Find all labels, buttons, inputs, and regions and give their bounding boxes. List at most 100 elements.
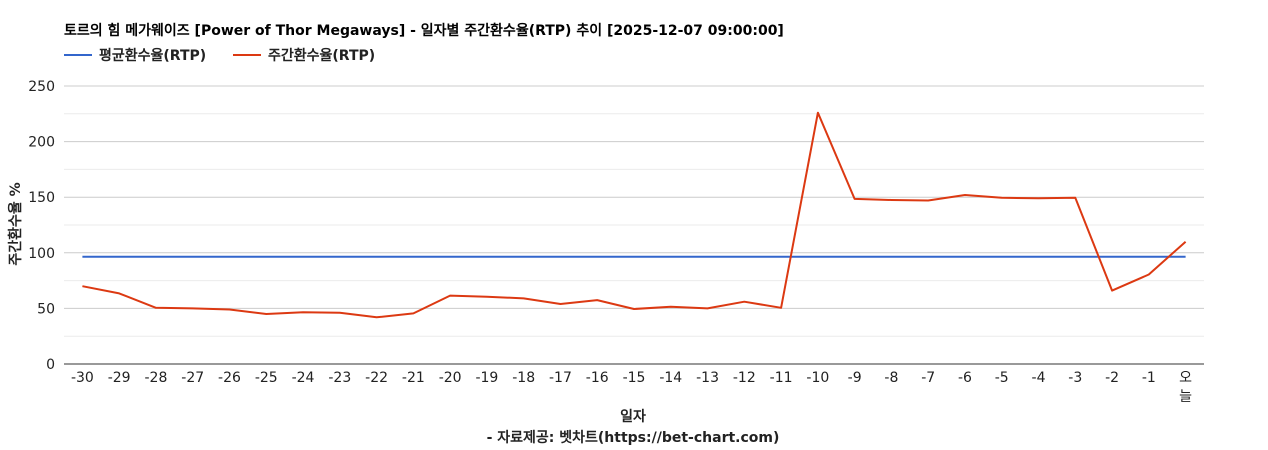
data-point-average[interactable] [190, 254, 196, 260]
data-point-average[interactable] [815, 254, 821, 260]
data-point-average[interactable] [79, 254, 85, 260]
data-point-average[interactable] [1109, 254, 1115, 260]
data-point-average[interactable] [226, 254, 232, 260]
data-point-weekly[interactable] [999, 195, 1005, 201]
x-tick-label: -16 [586, 370, 609, 386]
data-point-weekly[interactable] [962, 192, 968, 198]
data-point-weekly[interactable] [79, 283, 85, 289]
data-point-weekly[interactable] [300, 309, 306, 315]
data-point-average[interactable] [484, 254, 490, 260]
legend-label-weekly: 주간환수율(RTP) [268, 47, 375, 64]
data-point-weekly[interactable] [594, 297, 600, 303]
y-tick-label: 150 [28, 190, 55, 206]
data-point-average[interactable] [668, 254, 674, 260]
data-point-average[interactable] [741, 254, 747, 260]
x-tick-label: -6 [958, 370, 972, 386]
data-point-weekly[interactable] [447, 293, 453, 299]
data-point-weekly[interactable] [1072, 195, 1078, 201]
data-point-average[interactable] [852, 254, 858, 260]
chart-title: 토르의 힘 메가웨이즈 [Power of Thor Megaways] - 일… [64, 22, 784, 39]
data-point-average[interactable] [337, 254, 343, 260]
data-point-weekly[interactable] [484, 294, 490, 300]
data-point-weekly[interactable] [337, 310, 343, 316]
data-point-weekly[interactable] [815, 110, 821, 116]
data-point-average[interactable] [594, 254, 600, 260]
data-point-weekly[interactable] [557, 301, 563, 307]
data-point-weekly[interactable] [631, 306, 637, 312]
data-point-weekly[interactable] [410, 310, 416, 316]
data-point-weekly[interactable] [668, 304, 674, 310]
data-point-average[interactable] [1072, 254, 1078, 260]
data-point-weekly[interactable] [1146, 271, 1152, 277]
x-axis-title: 일자 [620, 409, 646, 425]
data-point-average[interactable] [631, 254, 637, 260]
x-tick-label: -24 [292, 370, 315, 386]
data-point-average[interactable] [447, 254, 453, 260]
y-axis-ticks: 0 50 100 150 200 250 [28, 79, 55, 373]
x-tick-label: -17 [549, 370, 572, 386]
data-point-average[interactable] [374, 254, 380, 260]
data-point-average[interactable] [1146, 254, 1152, 260]
x-tick-label: -10 [806, 370, 829, 386]
x-tick-label: -13 [696, 370, 719, 386]
legend[interactable]: 평균환수율(RTP) 주간환수율(RTP) [64, 47, 375, 64]
x-tick-label: -2 [1105, 370, 1119, 386]
data-point-weekly[interactable] [1036, 195, 1042, 201]
legend-label-average: 평균환수율(RTP) [99, 47, 206, 64]
data-point-average[interactable] [888, 254, 894, 260]
data-point-average[interactable] [962, 254, 968, 260]
data-point-weekly[interactable] [1109, 288, 1115, 294]
series-lines [79, 110, 1189, 320]
data-point-weekly[interactable] [705, 305, 711, 311]
x-tick-label: -14 [659, 370, 682, 386]
legend-item-average[interactable]: 평균환수율(RTP) [64, 47, 206, 64]
x-tick-label: -26 [218, 370, 241, 386]
legend-item-weekly[interactable]: 주간환수율(RTP) [233, 47, 375, 64]
x-tick-label: -23 [328, 370, 351, 386]
data-point-average[interactable] [1183, 254, 1189, 260]
data-point-average[interactable] [925, 254, 931, 260]
data-point-average[interactable] [521, 254, 527, 260]
data-point-average[interactable] [263, 254, 269, 260]
data-point-weekly[interactable] [778, 305, 784, 311]
x-tick-label: -25 [255, 370, 278, 386]
series-line-weekly [82, 111, 1187, 319]
data-point-weekly[interactable] [263, 311, 269, 317]
data-point-weekly[interactable] [226, 307, 232, 313]
data-point-average[interactable] [557, 254, 563, 260]
data-point-average[interactable] [153, 254, 159, 260]
data-point-average[interactable] [300, 254, 306, 260]
data-point-weekly[interactable] [741, 299, 747, 305]
y-axis-title: 주간환수율 % [7, 182, 24, 265]
data-point-weekly[interactable] [374, 314, 380, 320]
x-tick-label: -15 [623, 370, 646, 386]
x-tick-label: -27 [181, 370, 204, 386]
data-point-weekly[interactable] [852, 196, 858, 202]
data-point-weekly[interactable] [153, 305, 159, 311]
y-tick-label: 200 [28, 135, 55, 151]
x-tick-label: -21 [402, 370, 425, 386]
data-point-weekly[interactable] [190, 305, 196, 311]
data-point-weekly[interactable] [521, 295, 527, 301]
x-tick-label: -7 [921, 370, 935, 386]
data-point-average[interactable] [1036, 254, 1042, 260]
data-point-weekly[interactable] [925, 198, 931, 204]
x-tick-label: -19 [475, 370, 498, 386]
x-tick-label: -5 [995, 370, 1009, 386]
data-point-average[interactable] [705, 254, 711, 260]
x-tick-label: -22 [365, 370, 388, 386]
source-credit: - 자료제공: 벳차트(https://bet-chart.com) [487, 429, 780, 446]
data-point-average[interactable] [116, 254, 122, 260]
data-point-average[interactable] [999, 254, 1005, 260]
x-tick-label: -8 [884, 370, 898, 386]
data-point-weekly[interactable] [888, 197, 894, 203]
data-point-average[interactable] [778, 254, 784, 260]
x-tick-label: -18 [512, 370, 535, 386]
x-tick-label: -20 [439, 370, 462, 386]
data-point-weekly[interactable] [116, 290, 122, 296]
data-point-weekly[interactable] [1183, 239, 1189, 245]
x-tick-label: -4 [1032, 370, 1046, 386]
data-point-average[interactable] [410, 254, 416, 260]
